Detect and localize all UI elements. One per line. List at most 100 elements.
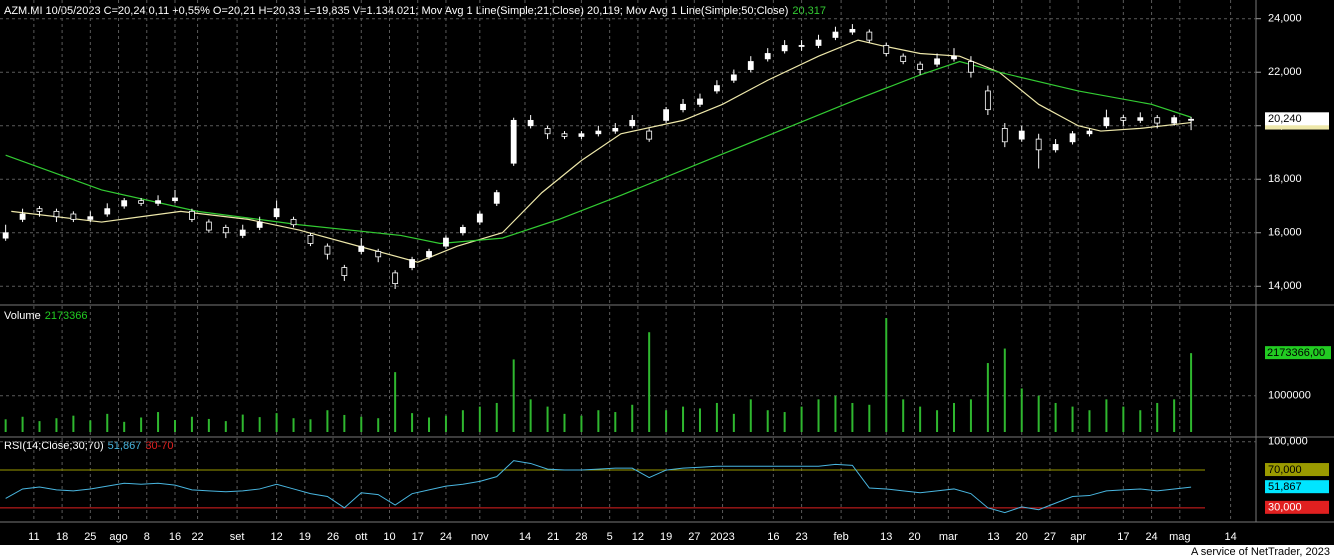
x-tick-label: 25 (84, 531, 96, 543)
volume-bar (292, 418, 295, 432)
candle-body (747, 61, 754, 70)
volume-bar (21, 416, 24, 432)
candle-body (443, 237, 449, 247)
y-tick-label: 30,000 (1268, 502, 1302, 514)
candle-body (1001, 128, 1008, 143)
candle-body (1137, 117, 1144, 121)
rsi-title: RSI(14;Close;30;70) 51,867 30-70 (4, 440, 173, 452)
candle-body (984, 90, 991, 111)
candle-body (764, 53, 771, 60)
header: AZM.MI 10/05/2023 C=20,24 0,11 +0,55% O=… (4, 5, 826, 17)
volume-label: 2173366,00 (1267, 347, 1325, 359)
candle-body (968, 61, 974, 73)
candle-body (205, 221, 212, 231)
x-tick-label: 12 (270, 531, 282, 543)
candle-body (663, 109, 670, 121)
moving-average-line (5, 60, 1192, 245)
candle-body (1069, 133, 1076, 143)
volume-bar (106, 413, 109, 432)
x-tick-label: 11 (28, 531, 39, 543)
volume-bar (682, 406, 685, 432)
x-tick-label: 19 (299, 531, 311, 543)
volume-bar (1105, 399, 1108, 432)
x-tick-label: 13 (987, 531, 999, 543)
candle-body (155, 200, 161, 204)
volume-bar (783, 412, 786, 432)
x-tick-label: ago (109, 531, 127, 543)
candle-body (1052, 144, 1059, 151)
volume-bar (1088, 410, 1091, 432)
rsi-label: 51,867 (1268, 481, 1302, 493)
x-tick-label: 12 (632, 531, 644, 543)
close-label: 20,240 (1268, 113, 1302, 125)
volume-last: 2173366 (45, 310, 88, 322)
candle-body (866, 31, 873, 41)
candle-body (341, 267, 348, 276)
candle-body (561, 133, 568, 137)
candle-body (459, 227, 466, 234)
candle-body (138, 200, 145, 204)
volume-bar (360, 416, 363, 432)
volume-bar (377, 418, 380, 432)
y-tick-label: 16,000 (1268, 227, 1302, 239)
volume-bar (72, 415, 75, 432)
volume-bar (190, 416, 193, 432)
volume-bar (732, 413, 735, 432)
candle-body (19, 213, 26, 220)
volume-bar (411, 413, 414, 432)
candle-body (527, 119, 534, 127)
x-tick-label: 16 (767, 531, 779, 543)
candle-body (426, 251, 432, 258)
volume-bar (309, 419, 312, 432)
volume-bar (919, 406, 922, 432)
rsi-level-box (1265, 500, 1329, 514)
candle-body (1154, 117, 1161, 124)
x-tick-label: 20 (908, 531, 920, 543)
volume-bar (885, 318, 888, 432)
candle-body (307, 235, 314, 244)
volume-bar (631, 404, 634, 432)
candle-body (849, 29, 856, 33)
volume-bar (275, 413, 278, 432)
candle-body (172, 197, 178, 202)
footer: A service of NetTrader, 2023 (1191, 546, 1330, 558)
volume-bar (1122, 406, 1125, 432)
volume-bar (1139, 410, 1142, 432)
candle-body (595, 130, 602, 135)
candle-body (222, 227, 229, 234)
x-tick-label: 22 (191, 531, 203, 543)
candle-body (917, 63, 924, 70)
rsi-last: 51,867 (108, 440, 142, 452)
x-tick-label: 5 (607, 531, 613, 543)
volume-bar (4, 419, 7, 432)
candle-body (104, 208, 111, 215)
volume-bar (986, 363, 989, 432)
volume-label-box (1265, 346, 1331, 360)
x-tick-label: 27 (1044, 531, 1056, 543)
candle-body (781, 45, 788, 52)
volume-bar (834, 395, 837, 432)
header-text: AZM.MI 10/05/2023 C=20,24 0,11 +0,55% O=… (4, 5, 788, 17)
candle-body (273, 208, 280, 218)
candle-body (324, 245, 331, 255)
candle-body (714, 85, 720, 92)
volume-bar (766, 410, 769, 432)
volume-bar (140, 417, 143, 432)
volume-bar (529, 399, 532, 432)
candle-body (70, 213, 77, 220)
candle-body (375, 251, 382, 258)
candle-body (36, 208, 43, 212)
candle-body (1120, 117, 1127, 121)
rsi-name: RSI(14;Close;30;70) (4, 440, 104, 452)
x-tick-label: 17 (1117, 531, 1129, 543)
volume-bar (1037, 395, 1040, 432)
x-tick-label: 8 (144, 531, 150, 543)
volume-bar (224, 421, 227, 432)
candle-body (934, 58, 940, 65)
rsi-line (5, 460, 1192, 514)
x-tick-label: 21 (547, 531, 559, 543)
candle-body (53, 210, 60, 218)
y-tick-label: 14,000 (1268, 280, 1302, 292)
candle-body (629, 119, 636, 127)
